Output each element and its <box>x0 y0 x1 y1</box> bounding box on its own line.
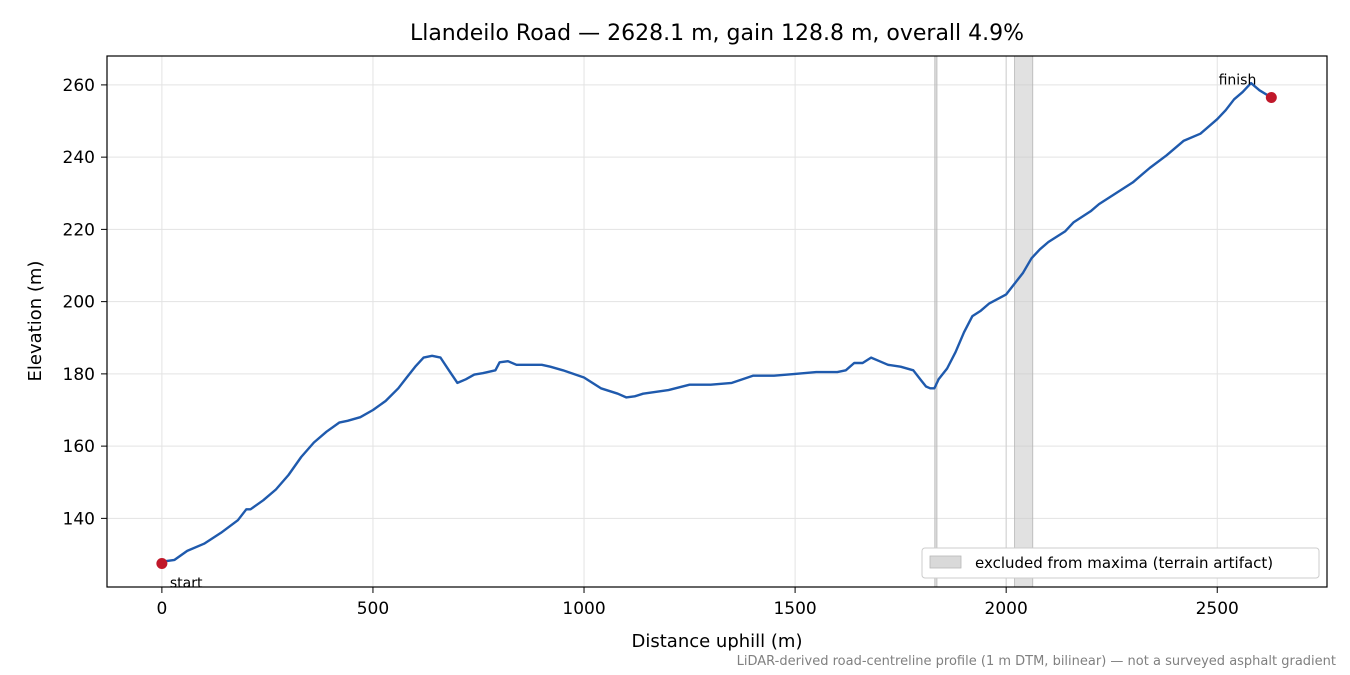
legend-swatch <box>929 555 962 569</box>
y-tick-label: 220 <box>63 220 95 240</box>
y-tick-label: 180 <box>63 365 95 385</box>
y-axis-label: Elevation (m) <box>25 261 46 382</box>
x-tick-label: 2000 <box>985 599 1028 619</box>
footnote: LiDAR-derived road-centreline profile (1… <box>737 654 1336 669</box>
y-tick-label: 200 <box>63 293 95 313</box>
x-tick-label: 1500 <box>773 599 816 619</box>
legend: excluded from maxima (terrain artifact) <box>921 547 1320 579</box>
finish-marker <box>1265 92 1277 104</box>
y-tick-label: 240 <box>63 148 95 168</box>
grid-lines <box>107 56 1327 587</box>
series-layer <box>160 81 1273 563</box>
start-label: start <box>170 576 203 592</box>
y-tick-label: 140 <box>63 509 95 529</box>
x-tick-label: 2500 <box>1196 599 1239 619</box>
legend-box <box>921 547 1320 579</box>
start-marker <box>156 558 168 570</box>
x-tick-label: 500 <box>357 599 389 619</box>
finish-label: finish <box>1219 73 1257 89</box>
chart-title: Llandeilo Road — 2628.1 m, gain 128.8 m,… <box>410 21 1024 46</box>
excluded-regions <box>934 55 1034 588</box>
x-tick-label: 0 <box>156 599 167 619</box>
excluded-region <box>934 55 938 588</box>
x-tick-label: 1000 <box>562 599 605 619</box>
x-axis-label: Distance uphill (m) <box>632 631 803 652</box>
y-tick-label: 160 <box>63 437 95 457</box>
excluded-region <box>1014 55 1034 588</box>
plot-frame <box>106 55 1328 588</box>
legend-label: excluded from maxima (terrain artifact) <box>975 554 1273 572</box>
axis-ticks: 0 500 1000 1500 2000 2500 140 160 180 200 220 240 26… <box>63 76 1239 619</box>
y-tick-label: 260 <box>63 76 95 96</box>
endpoint-markers: start finish <box>156 73 1277 592</box>
elevation-line <box>160 81 1273 563</box>
